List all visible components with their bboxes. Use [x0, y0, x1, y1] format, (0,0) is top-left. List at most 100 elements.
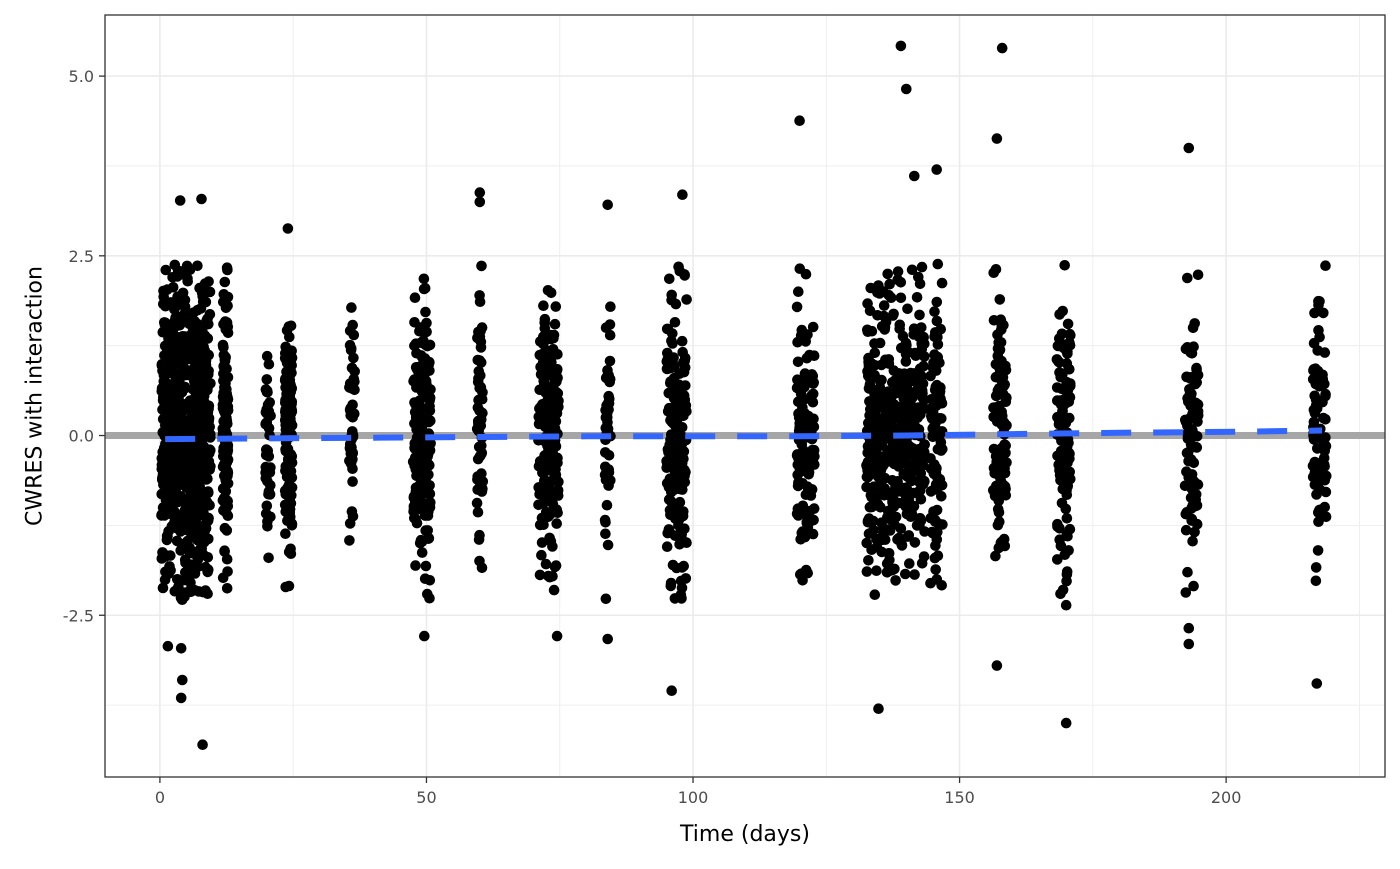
- data-point: [198, 386, 210, 397]
- data-point: [414, 480, 425, 491]
- data-point: [664, 273, 675, 285]
- data-point: [678, 410, 689, 422]
- data-point: [901, 83, 912, 95]
- data-point: [882, 445, 893, 456]
- data-point: [158, 285, 169, 297]
- data-point: [902, 303, 913, 315]
- data-point: [411, 405, 423, 417]
- data-point: [285, 548, 297, 559]
- data-point: [409, 512, 420, 524]
- data-point: [909, 569, 920, 580]
- data-point: [991, 416, 1003, 427]
- data-point: [1182, 566, 1193, 578]
- data-point: [476, 448, 487, 460]
- data-point: [807, 396, 819, 408]
- data-point: [261, 350, 273, 362]
- data-point: [605, 475, 616, 486]
- data-point: [1051, 382, 1063, 393]
- data-point: [169, 351, 181, 363]
- data-point: [219, 497, 230, 508]
- data-point: [220, 324, 232, 335]
- data-point: [935, 393, 946, 405]
- data-point: [546, 351, 558, 362]
- data-point: [932, 351, 944, 363]
- data-point: [1061, 569, 1073, 580]
- data-point: [667, 559, 679, 571]
- y-tick-label: 0.0: [69, 427, 94, 446]
- data-point: [420, 560, 432, 572]
- data-point: [260, 449, 272, 461]
- data-point: [883, 354, 895, 365]
- data-point: [174, 195, 186, 206]
- data-point: [167, 326, 178, 338]
- data-point: [1180, 343, 1192, 355]
- data-point: [188, 463, 199, 475]
- data-point: [603, 464, 614, 475]
- data-point: [676, 449, 687, 461]
- data-point: [156, 383, 168, 394]
- data-point: [900, 568, 911, 580]
- data-point: [669, 593, 681, 604]
- data-point: [183, 483, 194, 494]
- data-point: [192, 260, 203, 272]
- data-point: [344, 455, 355, 467]
- data-point: [662, 347, 673, 359]
- data-point: [795, 460, 806, 472]
- data-point: [1319, 378, 1330, 390]
- data-point: [807, 321, 819, 333]
- data-point: [416, 547, 428, 558]
- data-point: [1064, 378, 1076, 389]
- data-point: [166, 521, 178, 532]
- data-point: [670, 403, 682, 415]
- data-point: [792, 449, 803, 460]
- data-point: [425, 415, 436, 427]
- data-point: [1183, 455, 1194, 467]
- data-point: [424, 392, 436, 404]
- data-point: [871, 565, 882, 576]
- data-point: [808, 503, 820, 514]
- data-point: [902, 389, 913, 400]
- data-point: [169, 506, 180, 518]
- data-point: [600, 528, 611, 540]
- data-point: [1059, 260, 1070, 271]
- data-point: [665, 577, 677, 589]
- data-point: [345, 410, 357, 421]
- data-point: [601, 400, 612, 411]
- data-point: [536, 549, 547, 561]
- data-point: [996, 375, 1007, 386]
- data-point: [261, 374, 273, 385]
- data-point: [545, 287, 557, 299]
- data-point: [808, 377, 819, 388]
- data-point: [424, 405, 436, 416]
- data-point: [895, 292, 907, 304]
- data-point: [196, 193, 207, 205]
- data-point: [1055, 588, 1066, 600]
- data-point: [862, 326, 874, 338]
- data-point: [885, 423, 896, 435]
- data-point: [550, 301, 562, 312]
- data-point: [902, 531, 914, 542]
- data-point: [671, 419, 682, 431]
- data-point: [202, 588, 213, 599]
- data-point: [192, 304, 203, 316]
- data-point: [414, 446, 426, 457]
- data-point: [999, 442, 1010, 454]
- data-point: [161, 392, 172, 403]
- data-point: [535, 336, 546, 347]
- data-point: [792, 503, 804, 514]
- data-point: [909, 537, 921, 548]
- data-point: [932, 484, 943, 495]
- data-point: [666, 362, 678, 374]
- data-point: [916, 322, 927, 333]
- data-point: [1180, 416, 1192, 428]
- data-point: [409, 292, 421, 304]
- data-point: [884, 278, 895, 290]
- data-point: [535, 361, 546, 373]
- data-point: [1057, 305, 1068, 317]
- data-point: [190, 561, 201, 573]
- data-point: [195, 352, 206, 364]
- data-point: [669, 317, 681, 328]
- data-point: [222, 264, 233, 276]
- data-point: [548, 465, 560, 477]
- data-point: [600, 593, 612, 605]
